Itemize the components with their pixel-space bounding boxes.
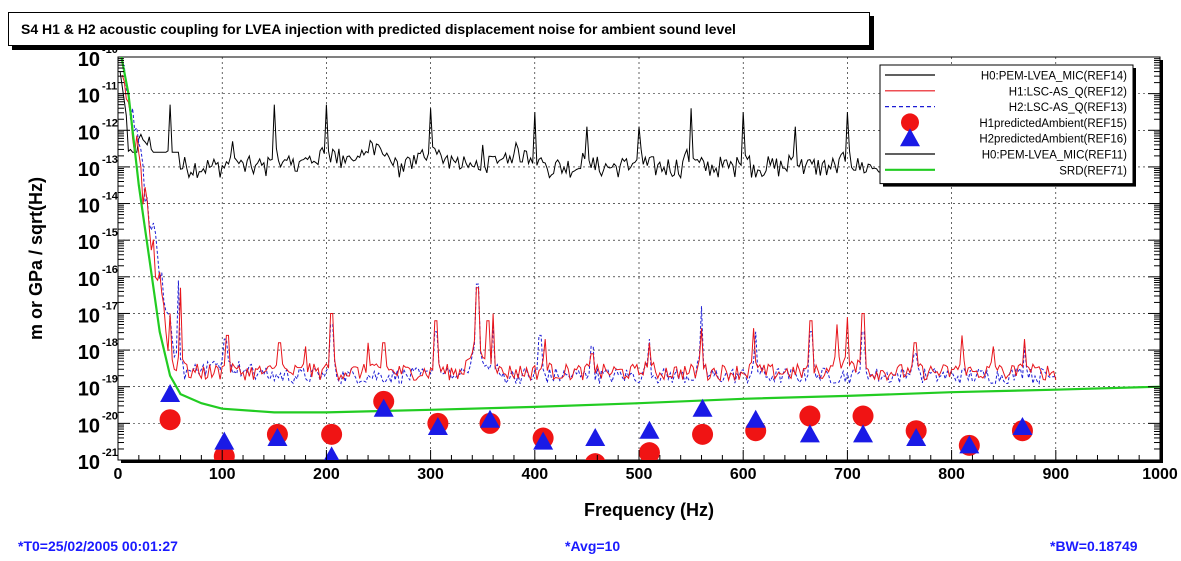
y-tick-label: 10 <box>78 86 100 108</box>
h2-predicted-point <box>427 417 448 436</box>
legend-label: H1:LSC-AS_Q(REF12) <box>1009 86 1127 98</box>
x-tick-label: 700 <box>834 466 861 483</box>
y-tick-exponent: -19 <box>102 374 118 386</box>
axis-ticks <box>117 58 1161 461</box>
h1-predicted-point <box>852 405 874 427</box>
y-tick-label: 10 <box>78 305 100 327</box>
y-tick-exponent: -13 <box>102 154 118 166</box>
series-srd-ref71 <box>120 57 1160 414</box>
x-tick-label: 600 <box>730 466 757 483</box>
x-tick-label: 1000 <box>1142 466 1178 483</box>
h2-predicted-point <box>959 435 980 454</box>
x-tick-label: 0 <box>114 466 123 483</box>
y-tick-exponent: -16 <box>102 264 118 276</box>
legend-label: H2:LSC-AS_Q(REF13) <box>1009 102 1127 114</box>
x-tick-label: 500 <box>626 466 653 483</box>
h2-predicted-point <box>745 409 766 428</box>
footer-t0: *T0=25/02/2005 00:01:27 <box>18 538 178 554</box>
h2-predicted-point <box>639 420 660 439</box>
y-tick-exponent: -17 <box>102 300 118 312</box>
legend-box <box>879 64 1134 185</box>
x-tick-label: 300 <box>417 466 444 483</box>
x-axis-label: Frequency (Hz) <box>584 500 714 520</box>
y-tick-label: 10 <box>78 415 100 437</box>
legend-marker <box>901 113 919 132</box>
h1-predicted-point <box>159 409 181 431</box>
x-tick-label: 100 <box>209 466 236 483</box>
y-tick-label: 10 <box>78 196 100 218</box>
plot-area <box>118 57 1160 460</box>
y-tick-label: 10 <box>78 49 100 71</box>
x-tick-label: 800 <box>938 466 965 483</box>
h1-predicted-point <box>585 453 606 460</box>
h1-predicted-point <box>321 423 343 445</box>
footer-avg: *Avg=10 <box>565 538 621 554</box>
y-tick-label: 10 <box>78 232 100 254</box>
h2-predicted-point <box>479 409 500 428</box>
h2-predicted-point <box>853 424 874 443</box>
legend-label: SRD(REF71) <box>1059 165 1127 177</box>
y-tick-label: 10 <box>78 452 100 474</box>
h2-predicted-point <box>799 424 820 443</box>
h1-predicted-point <box>692 423 714 445</box>
h2-predicted-point <box>533 431 554 450</box>
chart-title: S4 H1 & H2 acoustic coupling for LVEA in… <box>21 21 736 37</box>
x-tick-label: 900 <box>1042 466 1069 483</box>
h2-predicted-point <box>160 384 181 403</box>
y-tick-exponent: -21 <box>102 447 118 459</box>
h2-predicted-point <box>692 398 713 417</box>
y-tick-label: 10 <box>78 122 100 144</box>
h2-predicted-point <box>1012 417 1033 436</box>
h2-predicted-point <box>324 446 340 460</box>
series-h2-ref13 <box>121 63 1057 385</box>
y-tick-exponent: -11 <box>102 81 117 93</box>
x-tick-label: 200 <box>313 466 340 483</box>
y-tick-label: 10 <box>78 159 100 181</box>
legend-label: H0:PEM-LVEA_MIC(REF14) <box>981 71 1127 83</box>
x-tick-label: 400 <box>521 466 548 483</box>
y-tick-exponent: -20 <box>102 410 118 422</box>
y-tick-exponent: -18 <box>102 337 118 349</box>
legend-label: H1predictedAmbient(REF15) <box>979 118 1127 130</box>
h2-predicted-point <box>906 428 927 447</box>
h2-predicted-point <box>373 398 394 417</box>
grid <box>118 57 1160 460</box>
legend-label: H2predictedAmbient(REF16) <box>979 134 1127 146</box>
h2-predicted-point <box>214 431 235 450</box>
y-tick-exponent: -14 <box>102 191 119 203</box>
h1-predicted-point <box>638 442 660 460</box>
series-h1-ref12 <box>121 74 1057 383</box>
legend-label: H0:PEM-LVEA_MIC(REF11) <box>982 150 1127 162</box>
y-tick-exponent: -10 <box>102 44 118 56</box>
y-tick-label: 10 <box>78 379 100 401</box>
chart-title-box: S4 H1 & H2 acoustic coupling for LVEA in… <box>8 12 870 46</box>
legend-marker <box>900 128 920 147</box>
h1-predicted-point <box>799 405 821 427</box>
h2-predicted-point <box>585 428 606 447</box>
y-tick-label: 10 <box>78 342 100 364</box>
footer-bw: *BW=0.18749 <box>1050 538 1138 554</box>
y-tick-label: 10 <box>78 269 100 291</box>
h2-predicted-point <box>267 428 288 447</box>
y-tick-exponent: -15 <box>102 227 118 239</box>
y-axis-label: m or GPa / sqrt(Hz) <box>26 177 46 340</box>
y-tick-exponent: -12 <box>102 117 118 129</box>
